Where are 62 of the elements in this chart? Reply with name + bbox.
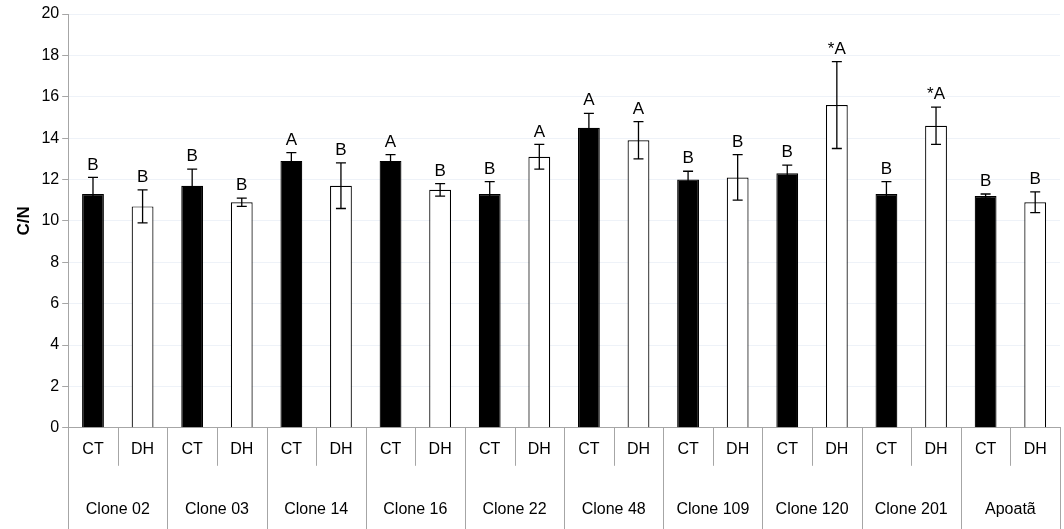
y-axis-title: C/N [13, 206, 33, 236]
text: Clone 201 [874, 500, 948, 518]
y-tick-label: 14 [41, 128, 60, 146]
y-tick-label: 8 [50, 252, 60, 270]
data-label: A [632, 98, 645, 118]
x-tick-label: CT [181, 439, 204, 457]
x-tick-label: CT [578, 439, 600, 457]
x-tick-label: DH [626, 439, 651, 457]
data-label: B [731, 131, 744, 151]
data-label: B [1029, 169, 1041, 189]
y-tick-label: 6 [50, 294, 60, 312]
text: Clone 120 [775, 500, 849, 518]
x-tick-label: DH [230, 439, 254, 457]
y-tick-label: 20 [41, 4, 60, 22]
data-label: A [533, 121, 546, 141]
data-label: B [186, 146, 198, 166]
text: Clone 03 [184, 500, 250, 518]
data-label: B [979, 171, 992, 191]
x-tick-label: CT [974, 439, 997, 457]
data-label: B [136, 167, 149, 187]
y-tick-label: 18 [41, 45, 60, 63]
x-tick-label: CT [875, 439, 898, 457]
x-tick-label: DH [329, 439, 353, 457]
data-label: B [434, 160, 446, 180]
text: Clone 02 [85, 500, 150, 518]
data-label: *A [927, 84, 946, 104]
data-label: B [335, 140, 347, 160]
text: Apoatã [985, 500, 1036, 518]
y-tick-label: 12 [41, 169, 60, 187]
x-tick-label: CT [82, 439, 104, 457]
text: Clone 14 [284, 500, 349, 518]
x-tick-label: DH [527, 439, 551, 457]
text: Clone 16 [383, 500, 448, 518]
data-label: B [781, 142, 793, 162]
data-label: A [285, 129, 298, 149]
y-tick-label: 10 [41, 211, 60, 229]
data-label: B [484, 158, 496, 178]
y-tick-label: 2 [50, 376, 60, 394]
x-tick-label: CT [677, 439, 699, 457]
x-tick-label: DH [1023, 439, 1047, 457]
y-tick-label: 4 [50, 335, 60, 353]
x-tick-label: CT [379, 439, 402, 457]
x-tick-label: CT [280, 439, 303, 457]
x-tick-label: DH [131, 439, 155, 457]
x-tick-label: DH [825, 439, 849, 457]
data-label: B [682, 148, 694, 168]
y-tick-label: 0 [50, 418, 60, 436]
y-tick-label: 16 [41, 87, 60, 105]
data-label: B [87, 154, 99, 174]
text: Clone 109 [676, 500, 750, 518]
x-tick-label: DH [924, 439, 948, 457]
data-label: A [384, 131, 397, 151]
text: Clone 48 [581, 500, 646, 518]
text: Clone 22 [482, 500, 547, 518]
data-label: A [583, 90, 596, 110]
data-label: B [236, 175, 248, 195]
data-label: *A [827, 38, 847, 58]
x-tick-label: DH [726, 439, 750, 457]
x-tick-label: DH [428, 439, 452, 457]
x-tick-label: CT [776, 439, 799, 457]
data-label: B [880, 158, 893, 178]
x-tick-label: CT [479, 439, 501, 457]
